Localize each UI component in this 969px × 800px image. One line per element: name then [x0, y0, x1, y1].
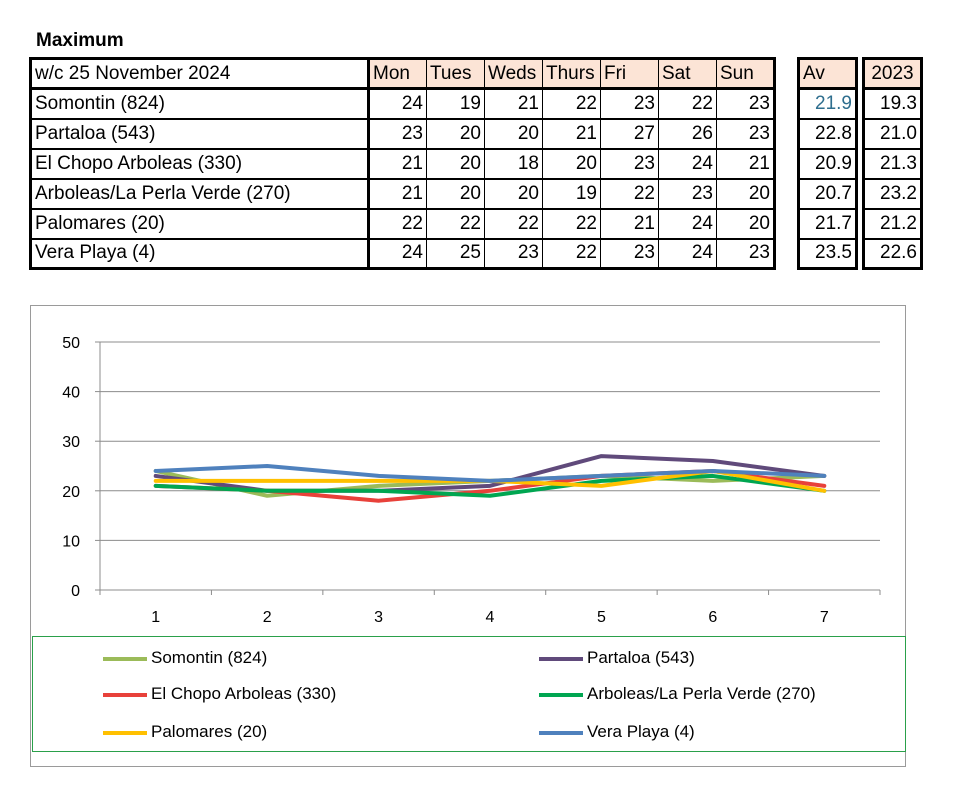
cell-tues: 19: [426, 88, 485, 119]
legend-label: Somontin (824): [151, 648, 268, 667]
legend-label: Palomares (20): [151, 722, 268, 741]
cell-sun: 21: [716, 147, 775, 179]
legend-swatch: [103, 656, 147, 661]
station-name: Partaloa (543): [30, 117, 370, 149]
y-tick-label: 30: [62, 434, 80, 451]
cell-weds: 22: [484, 207, 543, 239]
cell-sun: 23: [716, 117, 775, 149]
legend-label: Partaloa (543): [587, 648, 695, 667]
y-tick-label: 0: [71, 583, 80, 600]
cell-sat: 24: [658, 237, 717, 269]
cell-sun: 20: [716, 207, 775, 239]
cell-mon: 21: [368, 147, 427, 179]
x-tick-label: 5: [597, 609, 606, 626]
station-name: Somontin (824): [30, 88, 370, 119]
legend-item: Arboleas/La Perla Verde (270): [539, 683, 816, 705]
y-tick-label: 40: [62, 385, 80, 402]
cell-mon: 24: [368, 237, 427, 269]
legend-label: Arboleas/La Perla Verde (270): [587, 684, 816, 703]
legend-label: Vera Playa (4): [587, 722, 695, 741]
table-row: El Chopo Arboleas (330) 21 20 18 20 23 24 21: [30, 147, 775, 179]
table-row: Partaloa (543) 23 20 20 21 27 26 23: [30, 117, 775, 149]
x-tick-label: 1: [151, 609, 160, 626]
cell-fri: 27: [600, 117, 659, 149]
cell-sun: 23: [716, 237, 775, 269]
table-heading: Maximum: [36, 30, 124, 51]
day-header-sun: Sun: [716, 58, 775, 90]
cell-sat: 26: [658, 117, 717, 149]
average-table: Av 21.9 22.8 20.9 20.7 21.7 23.5: [797, 57, 858, 270]
x-tick-label: 6: [708, 609, 717, 626]
series-line-6: [153, 464, 827, 483]
previous-year-cell: 21.3: [863, 147, 922, 179]
average-cell: 20.9: [798, 147, 857, 179]
station-name: Palomares (20): [30, 207, 370, 239]
legend-item: Somontin (824): [103, 647, 267, 669]
cell-weds: 21: [484, 88, 543, 119]
chart-legend: Somontin (824) Partaloa (543) El Chopo Arb…: [32, 636, 906, 752]
average-cell: 21.9: [798, 88, 857, 119]
table-row: Palomares (20) 22 22 22 22 21 24 20: [30, 207, 775, 239]
temperature-table: w/c 25 November 2024 Mon Tues Weds Thurs…: [29, 57, 776, 270]
table-row: Somontin (824) 24 19 21 22 23 22 23: [30, 88, 775, 119]
week-label: w/c 25 November 2024: [30, 58, 370, 90]
cell-mon: 22: [368, 207, 427, 239]
cell-thurs: 22: [542, 88, 601, 119]
cell-fri: 23: [600, 237, 659, 269]
previous-year-cell: 19.3: [863, 88, 922, 119]
average-cell: 23.5: [798, 237, 857, 269]
x-tick-label: 7: [820, 609, 829, 626]
legend-swatch: [539, 656, 583, 661]
cell-thurs: 22: [542, 237, 601, 269]
series-line-4: [153, 473, 827, 498]
y-tick-label: 10: [62, 533, 80, 550]
previous-year-cell: 22.6: [863, 237, 922, 269]
cell-tues: 25: [426, 237, 485, 269]
day-header-fri: Fri: [600, 58, 659, 90]
previous-year-cell: 21.2: [863, 207, 922, 239]
av-header: Av: [798, 58, 857, 90]
cell-thurs: 21: [542, 117, 601, 149]
legend-swatch: [103, 730, 147, 735]
legend-swatch: [103, 692, 147, 697]
table-header-row: w/c 25 November 2024 Mon Tues Weds Thurs…: [30, 58, 775, 90]
x-tick-label: 2: [263, 609, 272, 626]
cell-thurs: 20: [542, 147, 601, 179]
legend-item: El Chopo Arboleas (330): [103, 683, 336, 705]
legend-item: Palomares (20): [103, 721, 267, 743]
cell-tues: 20: [426, 147, 485, 179]
station-name: Vera Playa (4): [30, 237, 370, 269]
cell-sun: 20: [716, 177, 775, 209]
day-header-sat: Sat: [658, 58, 717, 90]
previous-year-cell: 23.2: [863, 177, 922, 209]
cell-sun: 23: [716, 88, 775, 119]
y-tick-label: 50: [62, 335, 80, 352]
legend-item: Vera Playa (4): [539, 721, 695, 743]
cell-tues: 20: [426, 177, 485, 209]
cell-fri: 21: [600, 207, 659, 239]
previous-year-cell: 21.0: [863, 117, 922, 149]
chart-frame: [30, 305, 906, 767]
previous-year-table: 2023 19.3 21.0 21.3 23.2 21.2 22.6: [862, 57, 923, 270]
average-cell: 22.8: [798, 117, 857, 149]
cell-weds: 20: [484, 177, 543, 209]
cell-mon: 24: [368, 88, 427, 119]
day-header-thurs: Thurs: [542, 58, 601, 90]
table-row: Vera Playa (4) 24 25 23 22 23 24 23: [30, 237, 775, 269]
legend-item: Partaloa (543): [539, 647, 695, 669]
x-tick-label: 4: [486, 609, 495, 626]
x-tick-label: 3: [374, 609, 383, 626]
legend-swatch: [539, 692, 583, 697]
day-header-tues: Tues: [426, 58, 485, 90]
cell-sat: 24: [658, 207, 717, 239]
legend-swatch: [539, 730, 583, 735]
cell-mon: 21: [368, 177, 427, 209]
y-tick-label: 20: [62, 484, 80, 501]
cell-sat: 23: [658, 177, 717, 209]
legend-label: El Chopo Arboleas (330): [151, 684, 337, 703]
station-name: El Chopo Arboleas (330): [30, 147, 370, 179]
year-header: 2023: [863, 58, 922, 90]
